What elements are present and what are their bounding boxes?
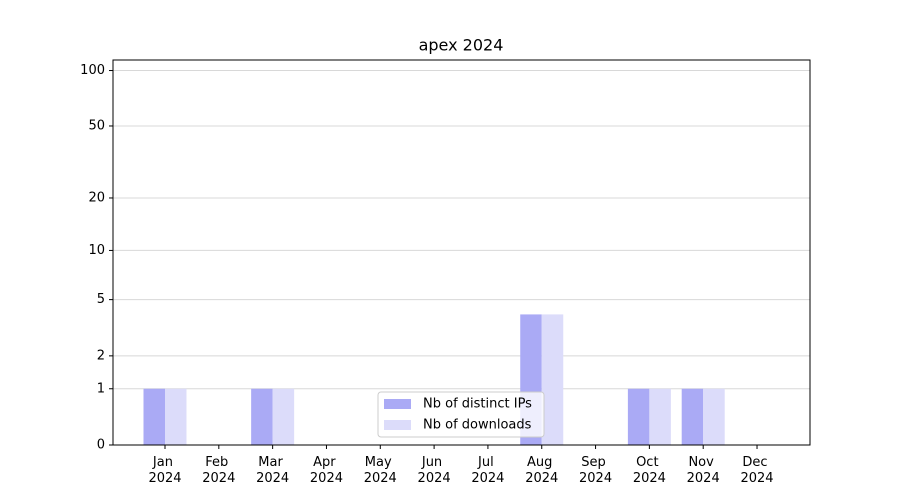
x-tick-label: Sep 2024 xyxy=(579,455,612,486)
y-tick-label: 10 xyxy=(88,243,105,258)
bar xyxy=(649,388,671,445)
bar xyxy=(251,388,273,445)
x-tick-label: Mar 2024 xyxy=(256,455,289,486)
legend-box xyxy=(377,391,545,438)
x-tick-label: Nov 2024 xyxy=(687,455,720,486)
x-tick-label: Jan 2024 xyxy=(148,455,181,486)
bar xyxy=(681,388,704,445)
y-tick-label: 50 xyxy=(88,118,105,133)
x-tick-label: Jun 2024 xyxy=(418,455,451,486)
axes-frame xyxy=(112,59,811,446)
x-tick-label: Oct 2024 xyxy=(633,455,666,486)
y-tick-label: 1 xyxy=(97,381,105,396)
x-tick-label: Dec 2024 xyxy=(740,455,773,486)
x-tick-label: Jul 2024 xyxy=(471,455,504,486)
x-tick-label: Apr 2024 xyxy=(310,455,343,486)
plot-area xyxy=(113,70,810,446)
y-tick-label: 5 xyxy=(97,292,105,307)
bar xyxy=(703,388,725,445)
bar xyxy=(272,388,295,445)
legend-swatch xyxy=(384,420,411,430)
legend-swatch xyxy=(384,399,411,409)
y-tick-label: 20 xyxy=(88,190,105,205)
bar xyxy=(143,388,165,445)
bar xyxy=(541,314,564,445)
chart-title: apex 2024 xyxy=(419,36,504,55)
legend-label: Nb of distinct IPs xyxy=(423,397,532,412)
bar xyxy=(627,388,650,445)
y-tick-label: 100 xyxy=(80,63,105,78)
x-tick-label: May 2024 xyxy=(364,455,397,486)
y-tick-label: 0 xyxy=(97,438,105,453)
x-tick-label: Feb 2024 xyxy=(202,455,235,486)
legend-label: Nb of downloads xyxy=(423,418,532,433)
y-tick-label: 2 xyxy=(97,348,105,363)
bar xyxy=(165,388,187,445)
x-tick-label: Aug 2024 xyxy=(525,455,558,486)
